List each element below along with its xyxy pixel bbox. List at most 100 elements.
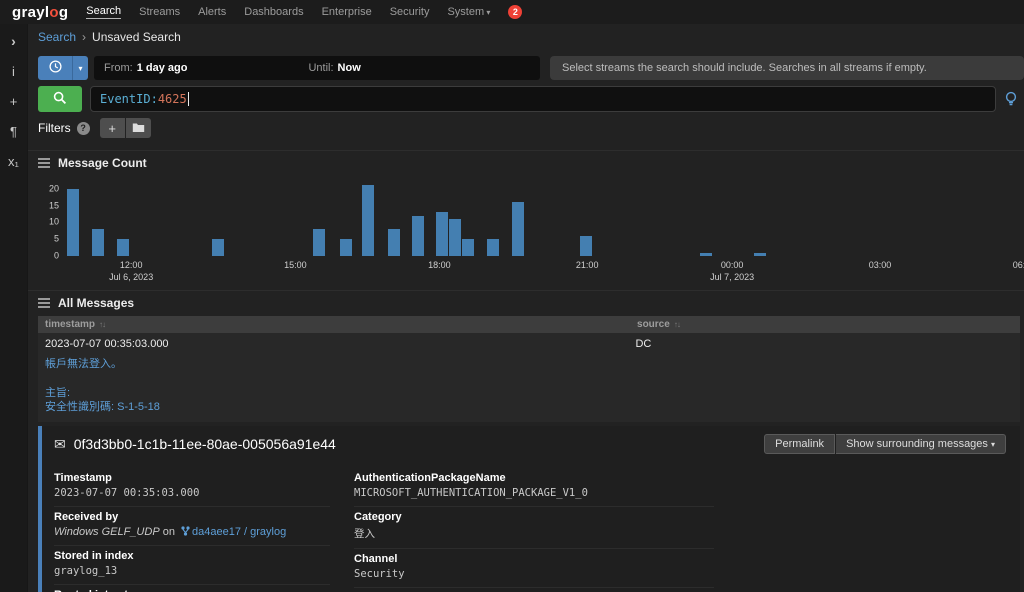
permalink-button[interactable]: Permalink xyxy=(764,434,836,455)
field-name[interactable]: Stored in index xyxy=(54,550,134,563)
message-count-chart: 0 5 10 15 20 12:00 Jul 6, 2023 15:00 18:00 21:00… xyxy=(28,174,1024,284)
nav-item-dashboards[interactable]: Dashboards xyxy=(244,6,304,18)
field-name[interactable]: Category xyxy=(354,511,402,524)
chart-plot xyxy=(64,182,1024,256)
drag-handle-icon[interactable] xyxy=(38,158,50,168)
chart-bar[interactable] xyxy=(211,239,224,256)
paragraph-icon[interactable]: ¶ xyxy=(10,124,17,139)
chart-bar[interactable] xyxy=(435,212,448,256)
field-name[interactable]: AuthenticationPackageName xyxy=(354,472,506,485)
query-input[interactable]: EventID:4625 xyxy=(90,86,996,112)
until-label: Until: xyxy=(308,62,334,74)
surrounding-label: Show surrounding messages xyxy=(846,438,988,451)
text-cursor xyxy=(187,92,189,106)
column-header-source[interactable]: source ↑↓ xyxy=(637,319,1020,330)
chart-bar[interactable] xyxy=(116,239,129,256)
chart-bar[interactable] xyxy=(312,229,325,256)
chart-bar[interactable] xyxy=(699,252,712,256)
field-stored-in-index: Stored in index graylog_13 xyxy=(54,546,330,586)
nav-item-alerts[interactable]: Alerts xyxy=(198,6,227,18)
search-button[interactable] xyxy=(38,86,82,112)
y-tick-label: 5 xyxy=(53,233,59,244)
chart-bar[interactable] xyxy=(361,185,374,256)
top-navbar: graylog Search Streams Alerts Dashboards Ent… xyxy=(0,0,1024,24)
field-name[interactable]: Received by xyxy=(54,511,119,524)
chart-bar[interactable] xyxy=(66,188,79,256)
chart-bar[interactable] xyxy=(91,229,104,256)
messages-table-header: timestamp ↑↓ source ↑↓ xyxy=(38,316,1020,333)
chart-bar[interactable] xyxy=(387,229,400,256)
nav-item-security[interactable]: Security xyxy=(389,6,430,18)
timerange-button[interactable] xyxy=(38,56,72,80)
detail-fields: Timestamp 2023-07-07 00:35:03.000 Receiv… xyxy=(54,468,1010,592)
drag-handle-icon[interactable] xyxy=(38,298,50,308)
breadcrumb-search-link[interactable]: Search xyxy=(38,30,77,44)
chart-bar[interactable] xyxy=(579,235,592,256)
node-icon xyxy=(181,526,190,536)
until-value: Now xyxy=(337,62,361,74)
y-tick-label: 0 xyxy=(53,250,59,261)
chart-bar[interactable] xyxy=(512,202,525,256)
stream-select[interactable]: Select streams the search should include… xyxy=(550,56,1024,80)
logo-text-suffix: g xyxy=(58,3,69,21)
filters-button-group: + xyxy=(99,118,151,138)
chart-bar[interactable] xyxy=(448,219,461,256)
expand-chevron-icon[interactable]: › xyxy=(11,33,16,49)
field-value: graylog_13 xyxy=(54,565,118,578)
from-label: From: xyxy=(104,62,133,74)
timerange-display[interactable]: From: 1 day ago Until: Now xyxy=(94,56,540,80)
field-routed-streams: Routed into streams All messages xyxy=(54,585,330,592)
detail-fields-left: Timestamp 2023-07-07 00:35:03.000 Receiv… xyxy=(54,468,354,592)
all-messages-header: All Messages xyxy=(28,290,1024,314)
timerange-row: ▾ From: 1 day ago Until: Now Select stream… xyxy=(38,56,1024,80)
subscript-icon[interactable]: x₁ xyxy=(8,154,19,169)
all-messages-widget: All Messages timestamp ↑↓ source ↑↓ 2023… xyxy=(28,284,1024,592)
x-tick-label: 12:00 xyxy=(119,260,143,270)
preview-line: 主旨: xyxy=(45,386,71,399)
column-header-timestamp[interactable]: timestamp ↑↓ xyxy=(38,319,637,330)
add-icon[interactable]: + xyxy=(9,94,18,109)
filters-help-icon[interactable]: ? xyxy=(76,121,90,135)
clock-icon xyxy=(48,60,62,76)
chart-bar[interactable] xyxy=(462,239,475,256)
app-logo[interactable]: graylog xyxy=(12,4,68,21)
preview-line xyxy=(45,371,1013,385)
nav-item-system[interactable]: System ▾ xyxy=(447,6,491,18)
column-label: source xyxy=(637,319,670,330)
field-name[interactable]: Routed into streams xyxy=(54,589,330,592)
widget-title: Message Count xyxy=(58,156,147,170)
chart-bar[interactable] xyxy=(487,239,500,256)
column-label: timestamp xyxy=(45,319,96,330)
surrounding-messages-button[interactable]: Show surrounding messages ▾ xyxy=(836,434,1006,455)
preview-line: 安全性識別碼: S-1-5-18 xyxy=(45,400,160,413)
message-row[interactable]: 2023-07-07 00:35:03.000 DC 帳戶無法登入。 主旨: 安全… xyxy=(38,333,1020,423)
query-help-lightbulb-icon[interactable] xyxy=(1004,91,1018,107)
nav-item-search[interactable]: Search xyxy=(86,5,122,19)
timerange-dropdown-caret[interactable]: ▾ xyxy=(72,56,88,80)
breadcrumb: Search › Unsaved Search xyxy=(28,24,1024,50)
chart-bar[interactable] xyxy=(339,239,352,256)
notification-badge[interactable]: 2 xyxy=(508,5,523,19)
chart-bar[interactable] xyxy=(754,252,767,256)
sort-icon: ↑↓ xyxy=(99,320,106,329)
breadcrumb-separator: › xyxy=(82,30,87,44)
field-timestamp: Timestamp 2023-07-07 00:35:03.000 xyxy=(54,468,330,508)
info-icon[interactable]: i xyxy=(12,64,15,79)
breadcrumb-current: Unsaved Search xyxy=(92,30,181,44)
chart-bar[interactable] xyxy=(411,215,424,256)
node-link[interactable]: da4aee17 / graylog xyxy=(192,526,287,539)
left-sidebar: › i + ¶ x₁ xyxy=(0,24,28,592)
x-date-label: Jul 6, 2023 xyxy=(109,272,154,282)
filters-row: Filters ? + xyxy=(38,118,1024,138)
filters-label: Filters xyxy=(38,121,71,135)
field-name[interactable]: Timestamp xyxy=(54,472,112,485)
add-filter-button[interactable]: + xyxy=(99,118,125,138)
filter-folder-button[interactable] xyxy=(125,118,151,138)
query-separator-token: : xyxy=(150,92,158,106)
field-name[interactable]: Channel xyxy=(354,553,398,566)
widget-title: All Messages xyxy=(58,296,135,310)
nav-item-enterprise[interactable]: Enterprise xyxy=(321,6,372,18)
sort-icon: ↑↓ xyxy=(673,320,681,329)
query-value-token: 4625 xyxy=(157,92,187,106)
nav-item-streams[interactable]: Streams xyxy=(139,6,181,18)
